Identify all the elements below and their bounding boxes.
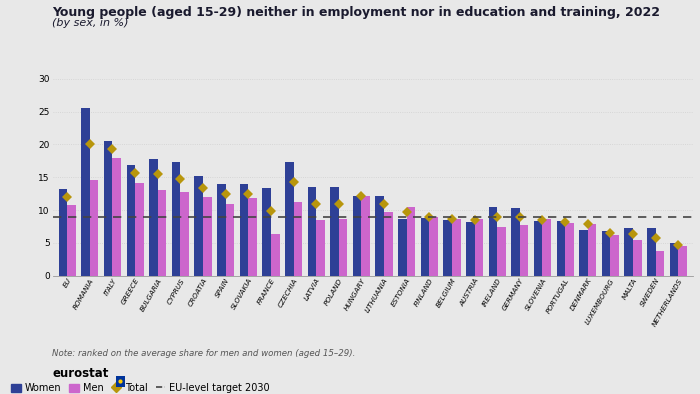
Bar [104, 141, 113, 276]
Bar [602, 231, 610, 276]
Bar [610, 235, 619, 276]
Bar [624, 228, 633, 276]
Bar [443, 220, 452, 276]
Bar [59, 189, 67, 276]
Bar [384, 212, 393, 276]
Bar [489, 207, 497, 276]
Bar [353, 196, 361, 276]
Bar [407, 207, 415, 276]
Bar [588, 224, 596, 276]
Bar [511, 208, 520, 276]
Bar [172, 162, 181, 276]
Bar [421, 218, 429, 276]
Text: eurostat: eurostat [52, 367, 109, 380]
Bar [149, 159, 158, 276]
Bar [556, 221, 565, 276]
Bar [542, 219, 551, 276]
Bar [520, 225, 528, 276]
Bar [307, 187, 316, 276]
Bar [67, 205, 76, 276]
Bar [339, 219, 347, 276]
Bar [203, 197, 211, 276]
Bar [534, 221, 542, 276]
Bar [656, 251, 664, 276]
Bar [262, 188, 271, 276]
Bar [375, 196, 384, 276]
Bar [678, 245, 687, 276]
Text: Young people (aged 15-29) neither in employment nor in education and training, 2: Young people (aged 15-29) neither in emp… [52, 6, 661, 19]
Bar [158, 190, 167, 276]
Bar [398, 219, 407, 276]
Bar [225, 204, 234, 276]
Bar [195, 176, 203, 276]
Bar [271, 234, 279, 276]
Bar [127, 165, 135, 276]
Bar [181, 192, 189, 276]
Bar [497, 227, 506, 276]
Bar [452, 219, 461, 276]
Bar [330, 187, 339, 276]
Bar [316, 220, 325, 276]
Bar [475, 219, 483, 276]
Text: Note: ranked on the average share for men and women (aged 15–29).: Note: ranked on the average share for me… [52, 349, 356, 358]
Bar [361, 196, 370, 276]
Bar [633, 240, 642, 276]
Bar [647, 228, 656, 276]
Bar [466, 222, 475, 276]
Bar [248, 198, 257, 276]
Bar [429, 217, 438, 276]
Bar [81, 108, 90, 276]
Bar [217, 184, 225, 276]
Bar [135, 182, 143, 276]
Bar [670, 243, 678, 276]
Bar [579, 230, 588, 276]
Bar [239, 184, 248, 276]
Bar [90, 180, 99, 276]
Text: (by sex, in %): (by sex, in %) [52, 18, 129, 28]
Bar [293, 202, 302, 276]
Legend: Women, Men, Total, EU-level target 2030: Women, Men, Total, EU-level target 2030 [11, 383, 270, 393]
Bar [113, 158, 121, 276]
Bar [565, 223, 574, 276]
Bar [285, 162, 293, 276]
